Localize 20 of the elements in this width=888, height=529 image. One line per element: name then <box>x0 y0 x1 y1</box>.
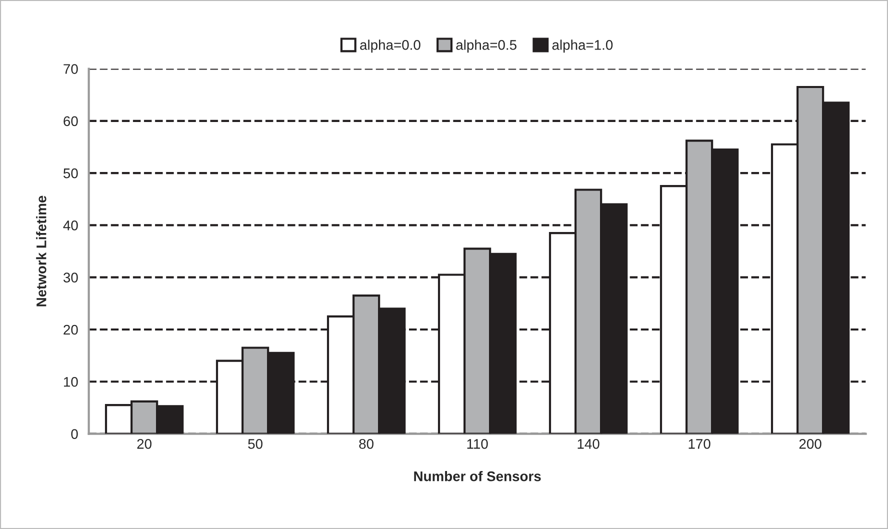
y-tick-label: 30 <box>63 272 78 283</box>
x-axis-title: Number of Sensors <box>414 471 541 482</box>
y-tick-label: 60 <box>64 116 78 126</box>
legend-label: alpha=0.0 <box>360 40 420 53</box>
x-tick-label: 200 <box>799 439 822 449</box>
x-tick-label: 80 <box>359 439 374 449</box>
y-axis-title: Network Lifetime <box>36 196 46 306</box>
y-tick-label: 70 <box>64 64 78 74</box>
y-tick-label: 20 <box>64 324 78 335</box>
x-tick-label: 20 <box>137 439 152 449</box>
legend-label: alpha=0.5 <box>456 40 516 53</box>
legend-label: alpha=1.0 <box>552 40 613 53</box>
x-tick-label: 50 <box>248 439 262 449</box>
x-tick-label: 140 <box>578 439 600 449</box>
y-tick-label: 50 <box>63 168 78 178</box>
y-tick-label: 10 <box>64 376 78 387</box>
x-tick-label: 110 <box>467 439 488 449</box>
x-tick-label: 170 <box>688 439 710 449</box>
y-tick-label: 0 <box>71 429 78 439</box>
y-tick-label: 40 <box>63 220 78 230</box>
